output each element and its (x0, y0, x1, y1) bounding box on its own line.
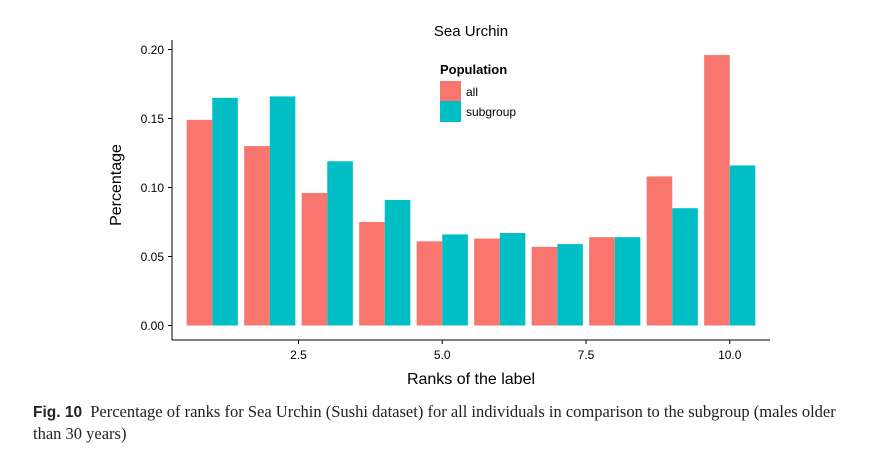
bar-all-8 (589, 237, 615, 326)
bar-subgroup-9 (672, 208, 698, 326)
chart: Sea Urchin 0.00 0.05 0.10 0.15 0.20 2.5 5.0 7.… (108, 23, 770, 388)
bar-subgroup-1 (212, 97, 238, 326)
x-tick-label: 5.0 (434, 348, 451, 362)
bar-all-7 (531, 246, 558, 326)
x-axis-title: Ranks of the label (407, 371, 535, 388)
bars (186, 55, 756, 326)
bar-all-2 (244, 146, 270, 326)
bar-subgroup-10 (729, 165, 756, 326)
bar-all-5 (416, 241, 443, 326)
bar-all-4 (359, 222, 385, 326)
legend-title: Population (440, 62, 507, 77)
bar-subgroup-2 (269, 96, 296, 326)
figure-caption-text: Percentage of ranks for Sea Urchin (Sush… (33, 402, 836, 443)
bar-subgroup-3 (327, 161, 353, 326)
legend: Population all subgroup (440, 62, 516, 122)
y-tick-label: 0.00 (141, 319, 165, 333)
bar-all-10 (704, 55, 730, 326)
y-tick-label: 0.10 (141, 181, 165, 195)
y-tick-label: 0.15 (141, 112, 165, 126)
bar-subgroup-7 (557, 244, 583, 326)
bar-subgroup-5 (442, 234, 468, 326)
x-tick-label: 10.0 (718, 348, 742, 362)
x-tick-label: 2.5 (290, 348, 307, 362)
y-tick-label: 0.05 (141, 250, 165, 264)
bar-subgroup-4 (384, 199, 411, 326)
legend-label-subgroup: subgroup (466, 105, 516, 119)
x-tick-label: 7.5 (578, 348, 595, 362)
figure-label: Fig. 10 (33, 404, 83, 421)
bar-all-6 (474, 238, 500, 326)
bar-all-3 (301, 193, 328, 326)
bar-all-9 (646, 176, 673, 326)
bar-all-1 (186, 119, 213, 326)
y-tick-label: 0.20 (141, 43, 165, 57)
x-axis-ticks: 2.5 5.0 7.5 10.0 (290, 340, 742, 362)
bar-subgroup-8 (614, 237, 641, 326)
chart-title: Sea Urchin (434, 23, 508, 40)
bar-subgroup-6 (499, 233, 526, 326)
legend-swatch-subgroup (440, 101, 461, 122)
figure-caption: Fig. 10 Percentage of ranks for Sea Urch… (33, 401, 863, 444)
y-axis-title: Percentage (108, 144, 125, 226)
legend-swatch-all (440, 81, 461, 102)
y-axis-ticks: 0.00 0.05 0.10 0.15 0.20 (141, 43, 172, 333)
legend-label-all: all (466, 85, 478, 99)
